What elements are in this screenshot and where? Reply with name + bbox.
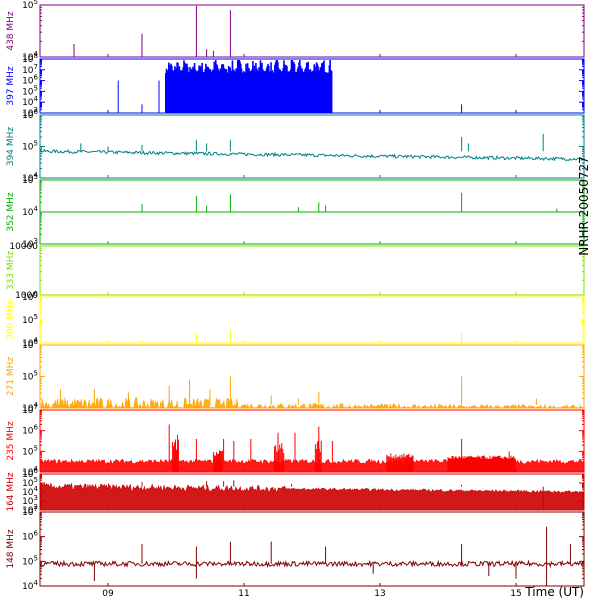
y-tick-label: 103 [22,494,38,507]
y-tick-label: 103 [22,237,38,250]
x-tick-label: 09 [102,589,114,599]
y-tick-label: 105 [22,140,38,153]
title-container: NRHR 20050727 [578,156,591,256]
panel-label: 235 MHz [6,421,16,461]
panel-label: 333 MHz [6,251,16,291]
panel-label: 394 MHz [6,127,16,167]
panel-label: 300 MHz [6,300,16,340]
series-area [40,397,585,410]
y-tick-label: 106 [22,530,38,543]
series-line [39,148,585,162]
y-tick-label: 104 [22,485,38,498]
y-tick-label: 106 [22,338,38,351]
y-tick-label: 102 [22,503,38,516]
panel-frame [39,344,585,409]
y-tick-label: 104 [22,205,38,218]
x-tick-label: 13 [374,589,385,599]
y-tick-label: 105 [22,0,38,11]
panel: 106 105 104 271 MHz [6,338,585,414]
chart-title: NRHR 20050727 [578,156,591,256]
y-tick-label: 106 [22,290,38,303]
series-area [39,482,585,511]
y-tick-label: 107 [22,505,38,518]
panel-frame [39,114,585,179]
panel-label: 164 MHz [6,472,16,512]
panel-label: 397 MHz [6,66,16,106]
y-tick-label: 105 [22,313,38,326]
y-tick-label: 104 [22,50,38,63]
panel: 107 106 105 104 148 MHz [6,505,585,592]
x-axis-label: Time (UT) [524,585,584,599]
panel-label: 352 MHz [6,192,16,232]
y-tick-label: 105 [22,444,38,457]
y-tick-label: 105 [22,370,38,383]
y-tick-label: 1000 [15,291,38,301]
panel-frame [39,511,585,587]
y-tick-label: 108 [22,52,38,65]
x-tick-label: 11 [238,589,249,599]
y-tick-label: 107 [22,63,38,76]
panel-frame [39,245,585,296]
y-tick-label: 104 [22,579,38,592]
y-tick-label: 104 [22,171,38,184]
panel-label: 148 MHz [6,529,16,569]
y-tick-label: 104 [22,336,38,349]
y-tick-label: 106 [22,467,38,480]
panel-frame [39,4,585,58]
y-tick-label: 104 [22,465,38,478]
y-tick-label: 106 [22,108,38,121]
y-tick-label: 104 [22,95,38,108]
y-tick-label: 105 [22,476,38,489]
y-tick-label: 107 [22,403,38,416]
panel: 105 104 438 MHz [6,0,585,63]
panel: 107 106 105 104 235 MHz [6,403,585,478]
x-tick-label: 15 [510,589,521,599]
y-tick-label: 105 [22,554,38,567]
panel-label: 271 MHz [6,357,16,397]
y-tick-label: 106 [22,424,38,437]
panel: 106 105 104 300 MHz [6,290,585,349]
panel-label: 438 MHz [6,11,16,51]
series-line [39,559,585,569]
x-axis: 09 11 13 15 Time (UT) [102,585,584,599]
y-tick-label: 105 [22,173,38,186]
y-tick-label: 104 [22,401,38,414]
y-tick-label: 103 [22,106,38,119]
y-tick-label: 106 [22,74,38,87]
y-tick-label: 10000 [9,242,38,252]
y-tick-label: 105 [22,84,38,97]
panel-frame [39,296,585,344]
